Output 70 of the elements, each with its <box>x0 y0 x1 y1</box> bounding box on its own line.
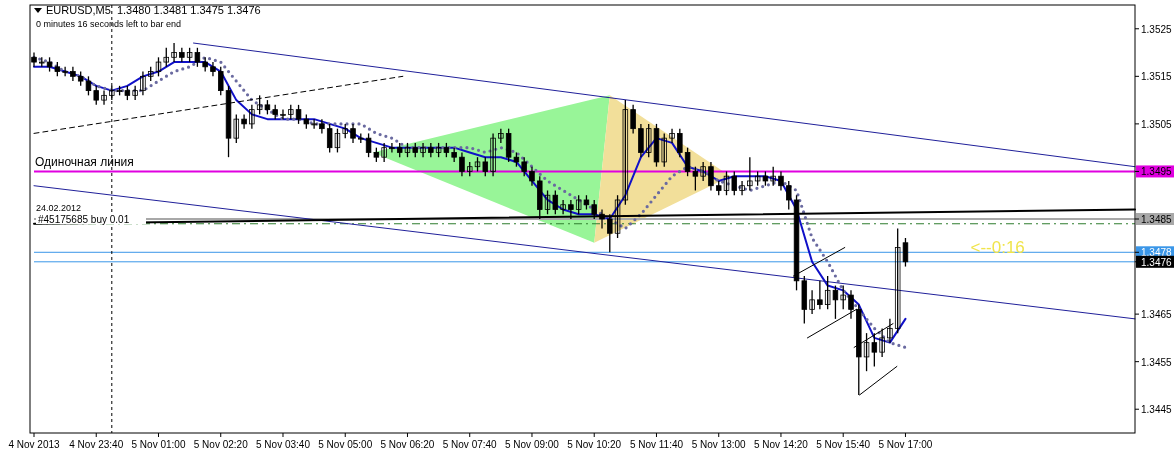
x-tick-label: 5 Nov 06:20 <box>380 439 435 450</box>
candlestick <box>280 108 286 120</box>
candlestick <box>218 66 224 97</box>
y-tick-label: 1.3476 <box>1141 256 1173 268</box>
x-tick-label: 4 Nov 23:40 <box>69 439 124 450</box>
x-tick-label: 5 Nov 02:20 <box>193 439 249 450</box>
candlestick <box>62 66 68 77</box>
candlestick <box>490 132 496 177</box>
candlestick <box>249 104 255 130</box>
y-tick-label: 1.3495 <box>1141 166 1173 178</box>
ref-line-label: #45175685 buy 0.01 <box>38 214 130 225</box>
y-tick-label: 1.3445 <box>1141 404 1173 416</box>
candlestick <box>669 127 675 144</box>
candlestick <box>311 118 317 130</box>
candlestick <box>786 180 792 211</box>
x-tick-label: 5 Nov 15:40 <box>816 439 871 450</box>
candlestick <box>560 199 566 215</box>
candlestick <box>350 123 356 144</box>
candlestick <box>482 156 489 177</box>
x-tick-label: 5 Nov 17:00 <box>878 439 933 450</box>
chart-title: EURUSD,M5 1.3480 1.3481 1.3475 1.3476 <box>46 4 261 16</box>
candlestick <box>630 104 636 135</box>
x-tick-label: 5 Nov 14:20 <box>754 439 809 450</box>
candlestick <box>661 132 667 168</box>
candlestick <box>420 142 426 158</box>
y-tick-label: 1.3515 <box>1141 71 1173 83</box>
candlestick <box>93 85 99 106</box>
x-tick-label: 5 Nov 03:40 <box>256 439 311 450</box>
candlestick <box>700 161 706 182</box>
y-tick-label: 1.3525 <box>1141 23 1173 35</box>
candlestick <box>171 42 177 63</box>
candlestick <box>498 127 504 144</box>
candlestick <box>770 166 776 187</box>
annotation: <--0:16 <box>970 237 1025 257</box>
candlestick <box>155 56 162 77</box>
x-tick-label: 4 Nov 2013 <box>8 439 61 450</box>
text: 0 minutes 16 seconds left to bar end <box>36 19 182 29</box>
ref-line-label: Одиночная линия <box>35 155 134 170</box>
candlestick <box>521 156 527 177</box>
annotation: 24.02.2012 <box>36 203 82 213</box>
candlestick <box>381 142 387 163</box>
candlestick <box>731 170 738 196</box>
x-tick-label: 5 Nov 13:00 <box>691 439 747 450</box>
x-tick-label: 5 Nov 11:40 <box>629 439 684 450</box>
y-tick-label: 1.3505 <box>1141 118 1173 130</box>
candlestick <box>739 180 745 196</box>
candlestick <box>677 127 683 158</box>
candlestick <box>817 280 823 311</box>
candlestick <box>809 289 815 315</box>
x-tick-label: 5 Nov 07:40 <box>442 439 498 450</box>
y-tick-label: 1.3478 <box>1141 247 1173 259</box>
candlestick <box>389 142 395 154</box>
candlestick <box>140 70 146 97</box>
candlestick <box>840 284 846 311</box>
y-tick-label: 1.3485 <box>1141 214 1173 225</box>
y-tick-label: 1.3465 <box>1141 309 1173 321</box>
candlestick <box>529 166 535 187</box>
y-tick-label: 1.3455 <box>1141 356 1173 368</box>
candlestick <box>778 170 784 192</box>
candlestick <box>723 170 730 196</box>
candlestick <box>638 123 644 158</box>
candlestick <box>747 156 753 192</box>
candlestick <box>163 47 170 68</box>
x-tick-label: 5 Nov 01:00 <box>131 439 186 450</box>
candlestick <box>459 151 465 177</box>
x-tick-label: 5 Nov 09:00 <box>505 439 560 450</box>
x-tick-label: 5 Nov 10:20 <box>567 439 622 450</box>
x-tick-label: 5 Nov 05:00 <box>318 439 373 450</box>
candlestick <box>101 89 107 106</box>
candlestick <box>708 161 714 192</box>
